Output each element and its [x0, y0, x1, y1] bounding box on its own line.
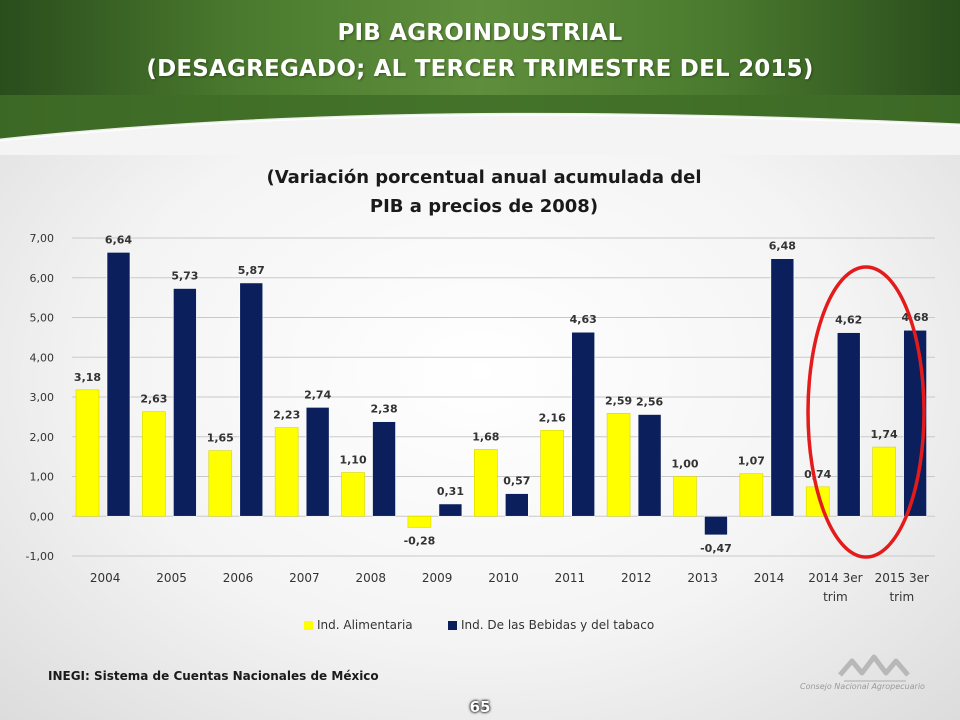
- y-tick-label: 1,00: [30, 471, 55, 484]
- x-tick-label: trim: [889, 590, 914, 604]
- legend-label-alimentaria: Ind. Alimentaria: [317, 618, 413, 632]
- bar-alimentaria: [75, 389, 100, 517]
- data-label: 1,74: [871, 428, 898, 441]
- x-tick-label: 2010: [488, 571, 519, 585]
- y-tick-label: 4,00: [30, 351, 55, 364]
- x-tick-label: 2009: [422, 571, 453, 585]
- legend-swatch-alimentaria: [304, 621, 313, 630]
- data-label: -0,47: [700, 542, 732, 555]
- x-tick-label: 2004: [90, 571, 121, 585]
- cna-mountains-logo-icon: [838, 654, 910, 682]
- x-tick-label: 2008: [355, 571, 386, 585]
- bar-alimentaria: [341, 472, 365, 517]
- bar-bebidas-tabaco: [372, 421, 396, 517]
- data-label: 2,16: [539, 411, 566, 424]
- data-label: 1,68: [472, 430, 499, 443]
- data-label: 2,56: [636, 395, 663, 408]
- chart-title-line-1: (Variación porcentual anual acumulada de…: [266, 167, 701, 188]
- bar-bebidas-tabaco: [704, 515, 728, 536]
- bar-alimentaria: [474, 449, 498, 517]
- data-label: 4,63: [570, 313, 597, 326]
- bar-alimentaria: [208, 450, 233, 517]
- x-tick-label: 2013: [687, 571, 718, 585]
- data-label: 2,23: [273, 409, 300, 422]
- data-label: 0,31: [437, 485, 464, 498]
- data-label: 4,62: [835, 314, 862, 327]
- x-tick-label: 2006: [223, 571, 254, 585]
- x-tick-label: 2014 3er: [808, 571, 862, 585]
- slide-title-line-1: PIB AGROINDUSTRIAL: [337, 20, 623, 46]
- bar-alimentaria: [540, 430, 564, 517]
- bar-alimentaria: [407, 515, 432, 528]
- bar-alimentaria: [142, 411, 166, 517]
- bar-bebidas-tabaco: [571, 331, 595, 517]
- x-tick-label: trim: [823, 590, 848, 604]
- y-tick-label: 3,00: [30, 391, 55, 404]
- x-tick-label: 2005: [156, 571, 187, 585]
- bar-alimentaria: [739, 473, 764, 517]
- page-number: 65: [469, 698, 491, 716]
- bar-bebidas-tabaco: [438, 503, 463, 517]
- bar-bebidas-tabaco: [106, 252, 131, 517]
- bar-alimentaria: [673, 476, 697, 517]
- data-label: 0,74: [804, 468, 831, 481]
- data-label: 2,59: [605, 394, 632, 407]
- x-tick-label: 2007: [289, 571, 320, 585]
- data-label: 2,63: [140, 393, 167, 406]
- data-label: 6,64: [105, 233, 132, 246]
- slide-title-line-2: (DESAGREGADO; AL TERCER TRIMESTRE DEL 20…: [146, 56, 814, 82]
- bar-alimentaria: [872, 446, 896, 517]
- y-tick-label: 7,00: [30, 232, 55, 245]
- y-tick-label: 6,00: [30, 272, 55, 285]
- x-tick-label: 2015 3er: [875, 571, 929, 585]
- chart-title-line-2: PIB a precios de 2008): [370, 196, 598, 217]
- data-label: 3,18: [74, 371, 101, 384]
- data-label: 1,10: [339, 454, 366, 467]
- x-tick-label: 2011: [555, 571, 586, 585]
- data-label: 5,87: [238, 264, 265, 277]
- header-swoosh: [0, 95, 960, 155]
- data-label: 0,57: [503, 475, 530, 488]
- logo-caption: Consejo Nacional Agropecuario: [800, 682, 925, 691]
- data-label: 1,65: [207, 432, 234, 445]
- data-label: -0,28: [404, 534, 436, 547]
- bar-bebidas-tabaco: [505, 493, 529, 517]
- bar-bebidas-tabaco: [770, 258, 795, 517]
- data-label: 6,48: [769, 240, 796, 253]
- y-tick-label: 0,00: [30, 510, 55, 523]
- data-label: 5,73: [171, 269, 198, 282]
- highlight-ellipse: [806, 265, 926, 559]
- y-tick-label: -1,00: [26, 550, 54, 563]
- bar-alimentaria: [274, 427, 299, 517]
- bar-bebidas-tabaco: [637, 414, 662, 517]
- source-note: INEGI: Sistema de Cuentas Nacionales de …: [48, 669, 379, 683]
- bar-bebidas-tabaco: [173, 288, 197, 517]
- bar-bebidas-tabaco: [836, 332, 861, 517]
- bar-bebidas-tabaco: [305, 407, 330, 517]
- data-label: 2,74: [304, 388, 331, 401]
- x-tick-label: 2014: [754, 571, 785, 585]
- y-tick-label: 2,00: [30, 431, 55, 444]
- data-label: 1,00: [671, 458, 698, 471]
- data-label: 4,68: [902, 311, 929, 324]
- data-label: 1,07: [738, 455, 765, 468]
- legend-swatch-bebidas-tabaco: [448, 621, 457, 630]
- y-tick-label: 5,00: [30, 312, 55, 325]
- data-label: 2,38: [370, 403, 397, 416]
- x-tick-label: 2012: [621, 571, 652, 585]
- legend-label-bebidas-tabaco: Ind. De las Bebidas y del tabaco: [461, 618, 654, 632]
- bar-bebidas-tabaco: [239, 282, 264, 517]
- bar-alimentaria: [606, 412, 631, 517]
